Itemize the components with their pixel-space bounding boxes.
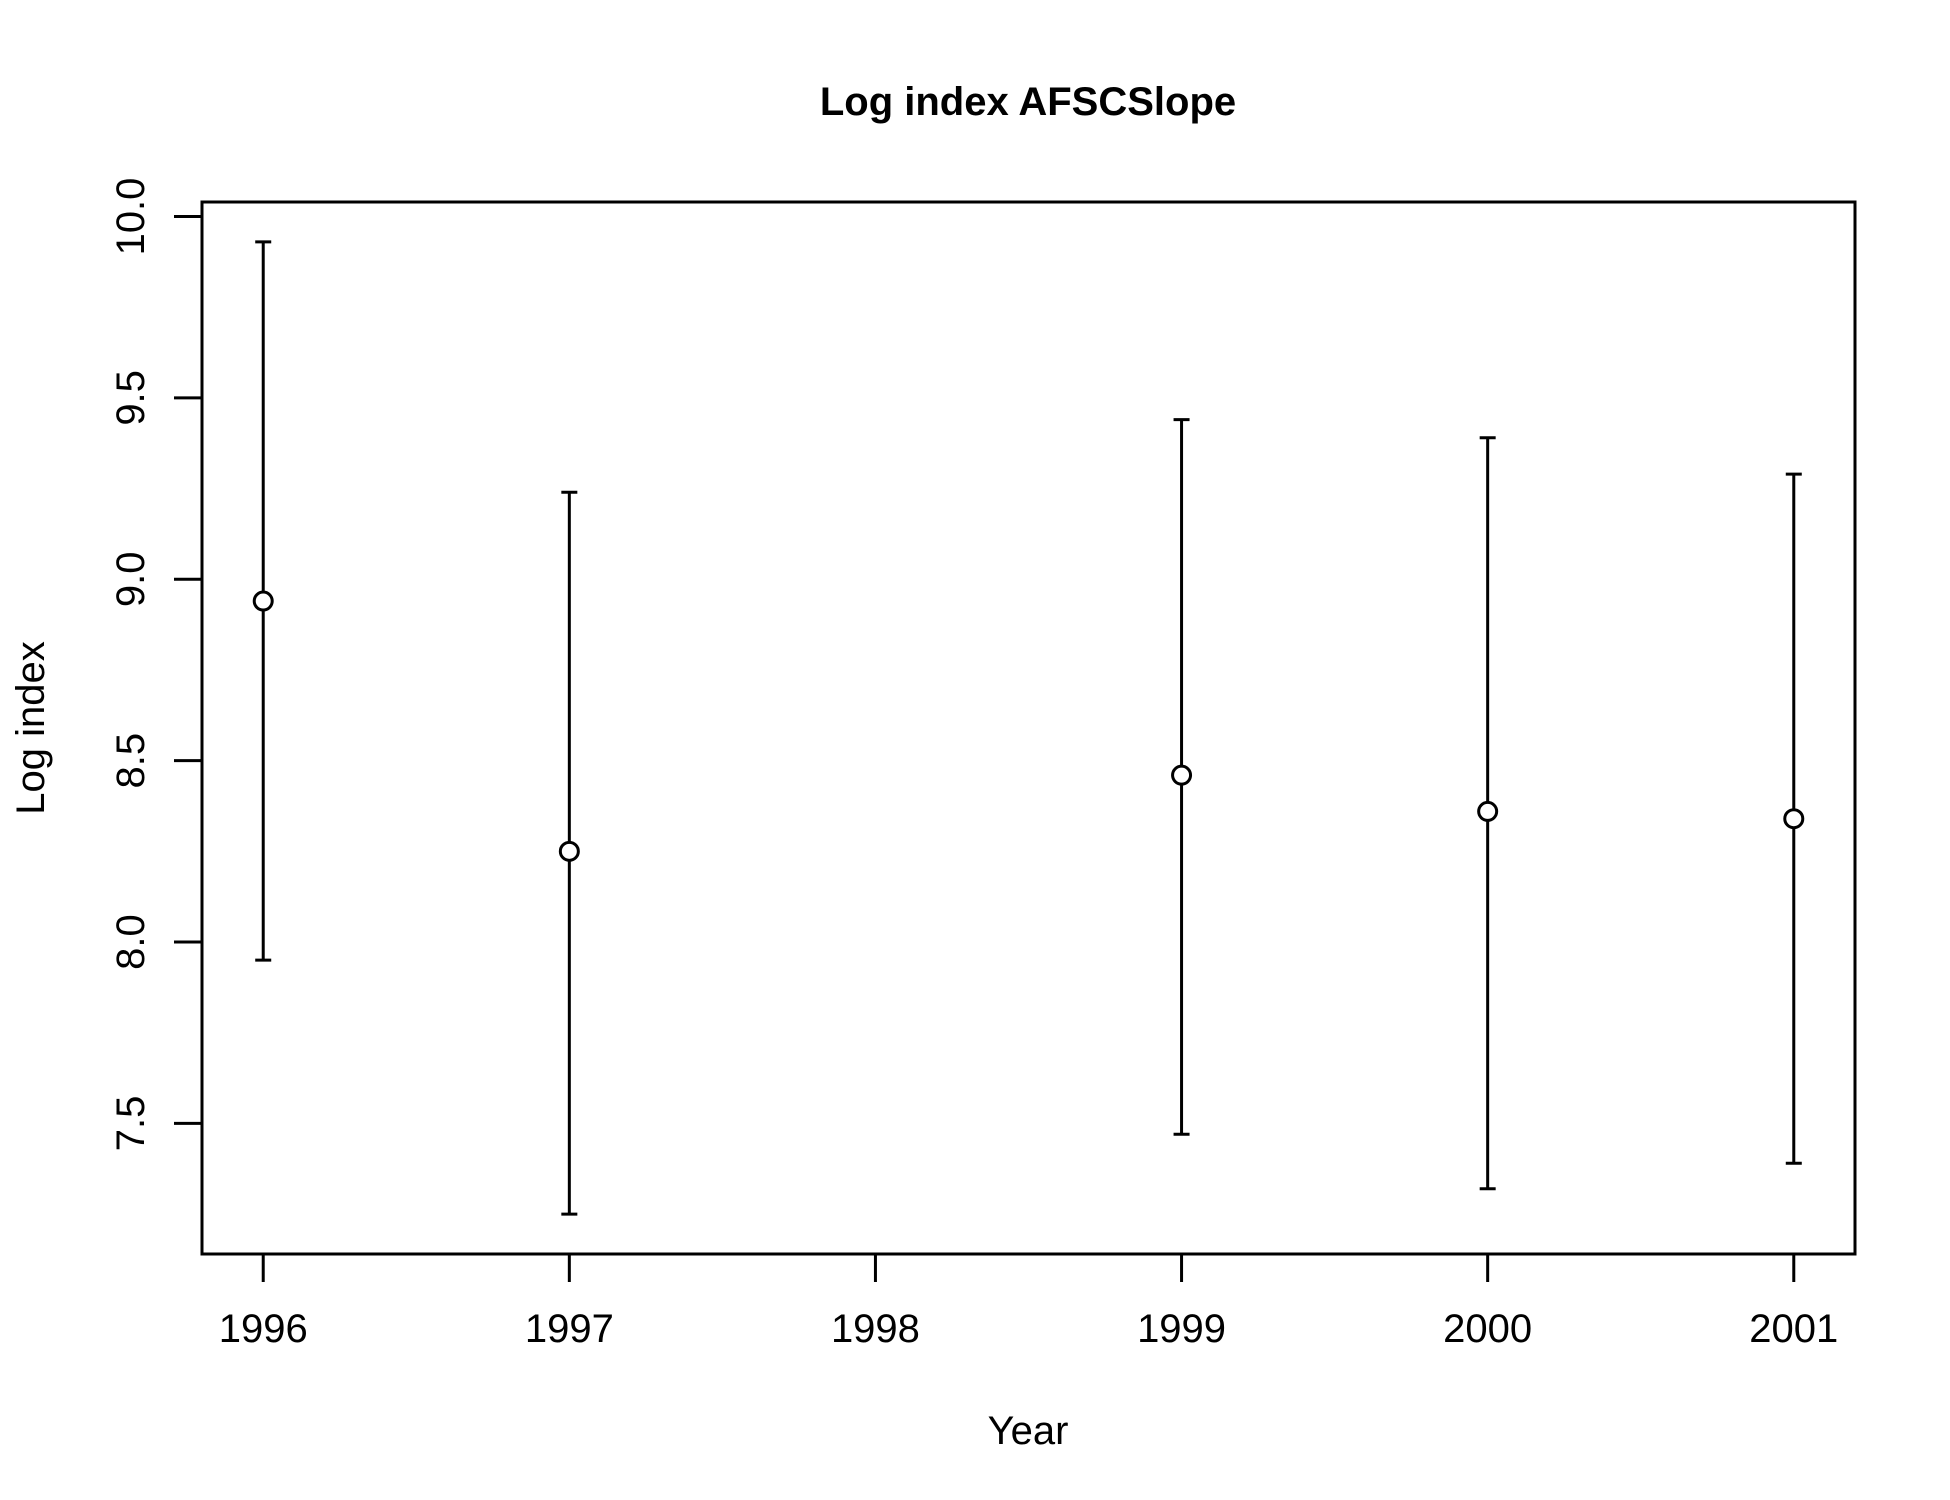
data-point xyxy=(1477,800,1499,822)
y-tick-label: 10.0 xyxy=(109,178,153,256)
y-tick-label: 7.5 xyxy=(109,1096,153,1152)
data-point xyxy=(558,840,580,862)
data-point xyxy=(252,590,274,612)
data-point xyxy=(1171,764,1193,786)
data-marks xyxy=(252,240,1805,1216)
x-tick-label: 1997 xyxy=(525,1307,614,1351)
x-axis-label: Year xyxy=(988,1409,1069,1453)
y-axis: 7.5 8.0 8.5 9.0 9.5 10.0 xyxy=(109,178,204,1152)
y-tick-label: 9.5 xyxy=(109,370,153,426)
x-tick-label: 1999 xyxy=(1137,1307,1226,1351)
x-tick-label: 1996 xyxy=(219,1307,308,1351)
data-point xyxy=(1783,808,1805,830)
plot-frame xyxy=(200,200,1857,1256)
x-tick-label: 2001 xyxy=(1749,1307,1838,1351)
error-bar-group xyxy=(558,490,580,1216)
error-bar-group xyxy=(1783,472,1805,1165)
x-tick-label: 2000 xyxy=(1443,1307,1532,1351)
y-tick-label: 8.0 xyxy=(109,914,153,970)
error-bar-group xyxy=(252,240,274,962)
y-tick-label: 9.0 xyxy=(109,551,153,607)
error-bar-group xyxy=(1171,418,1193,1136)
y-tick-label: 8.5 xyxy=(109,733,153,789)
x-axis: 1996 1997 1998 1999 2000 2001 xyxy=(219,1252,1838,1351)
x-tick-label: 1998 xyxy=(831,1307,920,1351)
y-axis-label: Log index xyxy=(9,641,53,814)
error-bar-group xyxy=(1477,436,1499,1191)
chart-title: Log index AFSCSlope xyxy=(820,80,1236,124)
